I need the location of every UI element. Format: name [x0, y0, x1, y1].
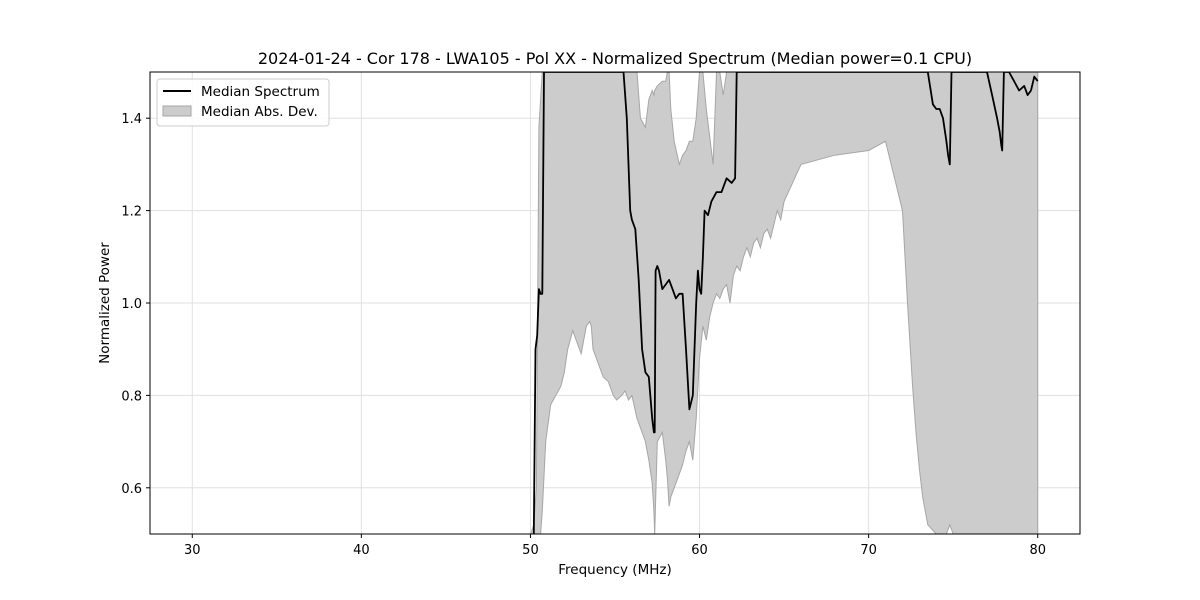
x-tick-label: 70: [860, 543, 877, 558]
x-tick-label: 80: [1029, 543, 1046, 558]
y-tick-label: 1.0: [121, 297, 142, 312]
y-tick-label: 1.4: [121, 112, 142, 127]
median-abs-dev-band: [529, 72, 1039, 534]
x-axis-label: Frequency (MHz): [558, 562, 671, 578]
y-axis-label: Normalized Power: [97, 242, 113, 364]
legend-band-label: Median Abs. Dev.: [201, 104, 318, 120]
legend-box: [156, 78, 330, 127]
chart-title: 2024-01-24 - Cor 178 - LWA105 - Pol XX -…: [258, 49, 972, 68]
x-tick-label: 50: [522, 543, 539, 558]
y-tick-label: 0.6: [121, 482, 142, 497]
y-tick-label: 1.2: [121, 205, 142, 220]
x-axis-ticks: 30 40 50 60 70 80: [184, 534, 1046, 558]
x-tick-label: 30: [184, 543, 201, 558]
plot-area: [529, 72, 1039, 534]
legend-median-label: Median Spectrum: [201, 84, 320, 100]
median-spectrum-line: [532, 72, 1039, 534]
legend-band-swatch: [162, 105, 192, 117]
y-tick-label: 0.8: [121, 389, 142, 404]
y-axis-ticks: 0.6 0.8 1.0 1.2 1.4: [121, 112, 150, 497]
x-tick-label: 60: [691, 543, 708, 558]
x-tick-label: 40: [353, 543, 370, 558]
legend: Median Spectrum Median Abs. Dev.: [156, 78, 330, 127]
